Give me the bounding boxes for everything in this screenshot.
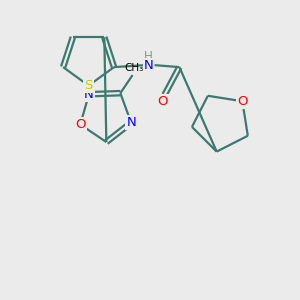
Text: O: O	[157, 95, 168, 108]
Text: H: H	[144, 50, 153, 63]
Text: N: N	[144, 58, 154, 72]
Text: N: N	[126, 116, 136, 129]
Text: S: S	[84, 79, 93, 92]
Text: O: O	[237, 95, 247, 108]
Text: CH₃: CH₃	[124, 63, 143, 73]
Text: N: N	[84, 88, 94, 101]
Text: O: O	[75, 118, 86, 131]
